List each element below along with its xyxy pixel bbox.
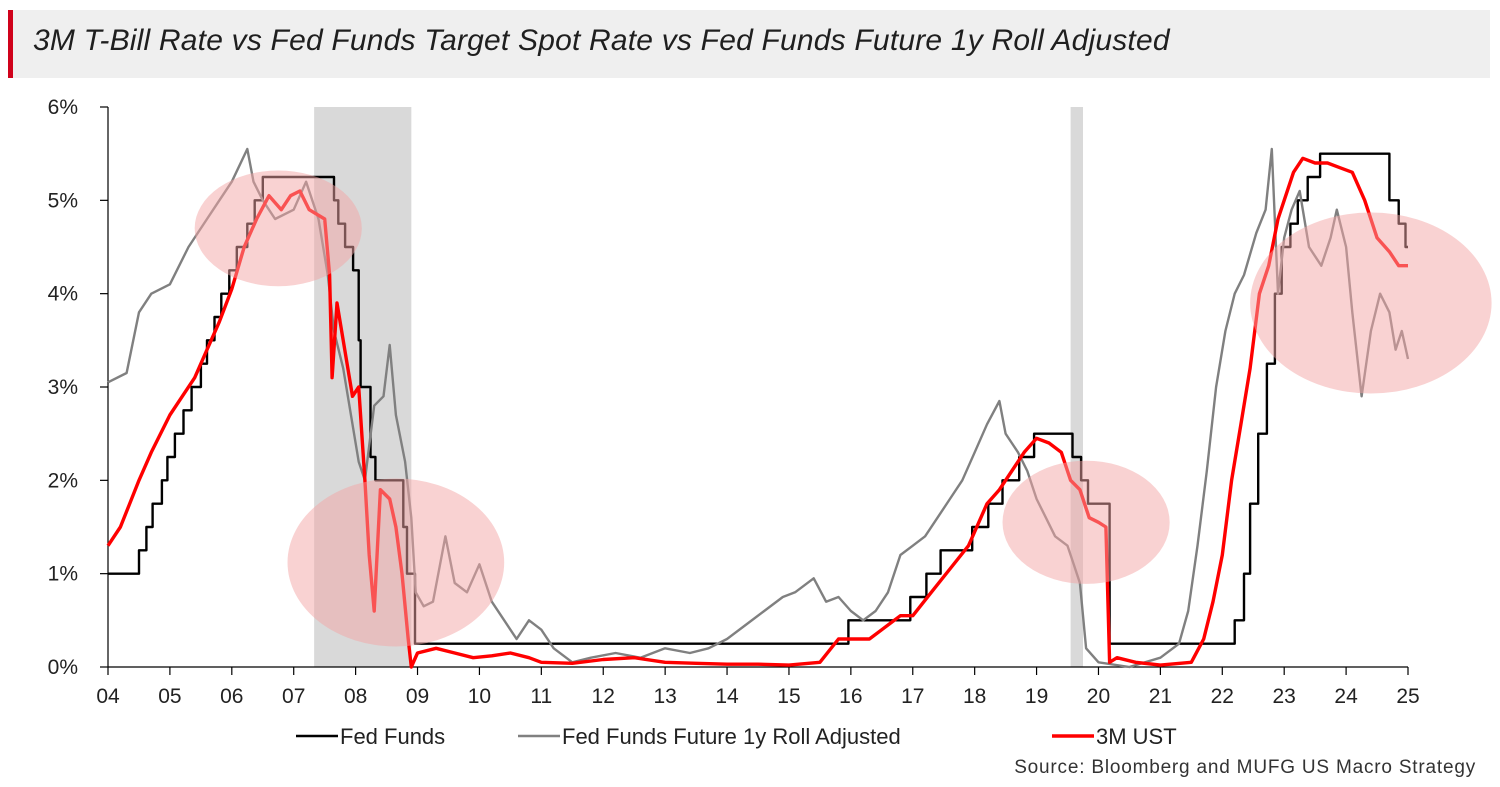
x-tick-label-16: 20 (1087, 685, 1110, 708)
x-tick-label-12: 16 (839, 685, 862, 708)
x-tick-label-17: 21 (1149, 685, 1172, 708)
x-tick-label-15: 19 (1025, 685, 1048, 708)
x-tick-label-11: 15 (777, 685, 800, 708)
y-tick-label-3: 3% (48, 376, 78, 399)
x-tick-label-6: 10 (468, 685, 491, 708)
y-tick-label-4: 4% (48, 283, 78, 306)
x-tick-label-1: 05 (158, 685, 181, 708)
x-tick-label-3: 07 (282, 685, 305, 708)
y-tick-label-0: 0% (48, 656, 78, 679)
legend-label-0: Fed Funds (340, 724, 445, 749)
highlight-ellipse-0 (194, 170, 362, 287)
legend-label-1: Fed Funds Future 1y Roll Adjusted (562, 724, 901, 749)
x-tick-label-7: 11 (530, 685, 552, 708)
x-tick-label-10: 14 (715, 685, 739, 708)
y-tick-label-2: 2% (48, 469, 78, 492)
chart-title: 3M T-Bill Rate vs Fed Funds Target Spot … (33, 24, 1170, 57)
x-tick-label-18: 22 (1211, 685, 1234, 708)
x-tick-label-13: 17 (901, 685, 924, 708)
title-bar: 3M T-Bill Rate vs Fed Funds Target Spot … (8, 10, 1490, 78)
x-tick-label-14: 18 (963, 685, 986, 708)
x-tick-label-2: 06 (220, 685, 243, 708)
x-tick-label-19: 23 (1273, 685, 1296, 708)
y-tick-label-1: 1% (48, 563, 78, 586)
x-tick-label-4: 08 (344, 685, 367, 708)
y-tick-label-5: 5% (48, 189, 78, 212)
highlight-ellipse-1 (287, 478, 505, 647)
x-tick-label-21: 25 (1396, 685, 1419, 708)
series-fed-funds-future (107, 147, 1410, 669)
y-tick-label-6: 6% (48, 96, 78, 119)
x-tick-label-0: 04 (96, 685, 120, 708)
highlight-ellipse-2 (1002, 460, 1170, 584)
x-tick-label-9: 13 (653, 685, 676, 708)
x-tick-label-20: 24 (1334, 685, 1358, 708)
legend-label-2: 3M UST (1096, 724, 1177, 749)
highlight-ellipse-3 (1250, 212, 1492, 394)
source-note: Source: Bloomberg and MUFG US Macro Stra… (1014, 757, 1476, 778)
x-tick-label-8: 12 (592, 685, 615, 708)
x-tick-label-5: 09 (406, 685, 429, 708)
